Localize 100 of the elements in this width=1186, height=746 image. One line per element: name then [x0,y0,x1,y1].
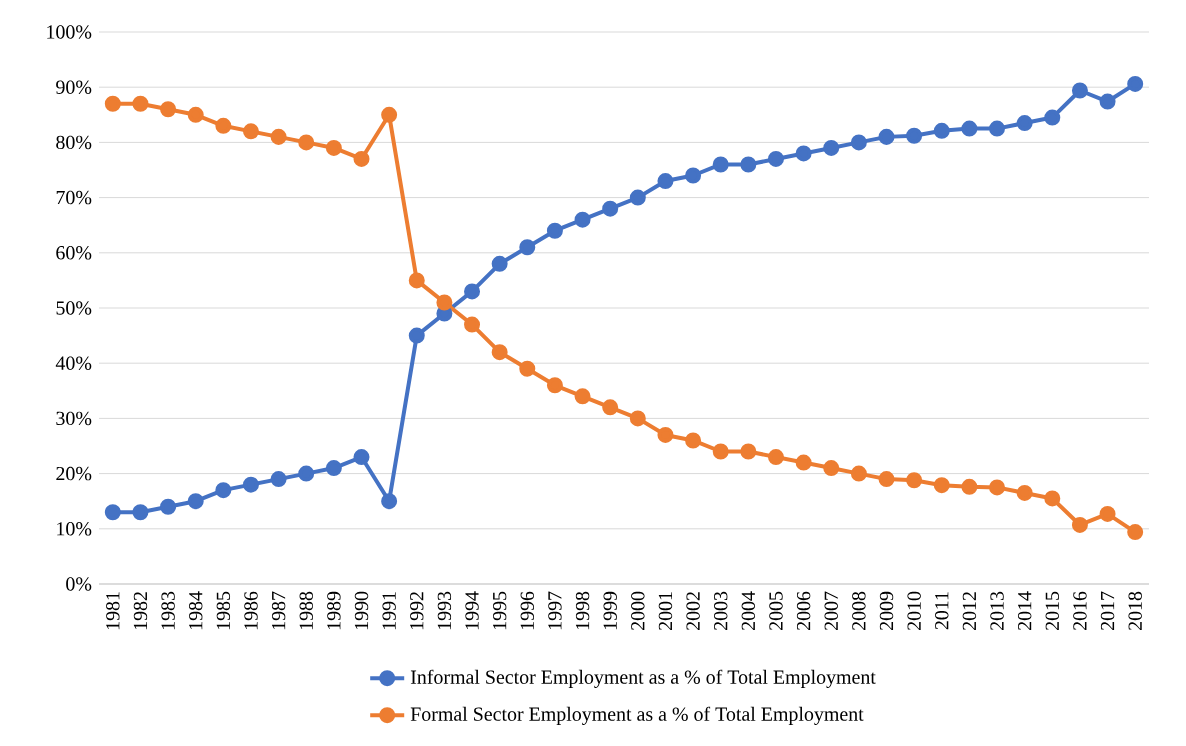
point [740,156,757,173]
point [878,471,895,488]
x-tick-label: 1994 [465,591,479,630]
point [187,106,204,123]
point [187,493,204,510]
point [160,498,177,515]
x-tick-label: 2009 [879,591,894,631]
point [298,465,315,482]
x-tick-label: 1991 [382,592,396,630]
point [242,476,259,493]
point [823,139,840,156]
x-tick-label: 1997 [548,591,562,630]
y-tick-label: 20% [56,466,92,481]
x-tick-label: 1981 [106,592,120,630]
x-tick-label: 2001 [658,592,673,631]
point [906,127,923,144]
point [795,454,812,471]
point [602,399,619,416]
point [519,239,536,256]
point [104,504,121,521]
x-tick-label: 2005 [769,591,783,631]
y-tick-label: 80% [56,135,92,150]
point [353,449,370,466]
x-tick-label: 2015 [1045,591,1060,631]
point [629,410,646,427]
point [408,272,425,289]
point [1016,115,1033,132]
point [408,327,425,344]
point [1099,93,1116,110]
point [850,465,867,482]
x-tick-label: 1996 [520,591,534,630]
point [215,117,232,134]
point [933,477,950,494]
point [657,426,674,443]
point [104,95,121,112]
x-tick-label: 2017 [1100,591,1115,631]
y-tick-label: 40% [55,356,92,370]
point [740,443,757,460]
point [353,150,370,167]
point [712,443,729,460]
x-tick-label: 1992 [410,592,424,630]
y-tick-label: 30% [56,411,92,426]
x-tick-label: 1987 [271,591,286,630]
point [1071,516,1088,533]
point [574,388,591,405]
point [325,460,342,477]
y-tick-label: 50% [56,301,92,315]
y-tick-label: 90% [56,80,92,94]
point [685,167,702,184]
point [464,283,481,300]
x-tick-label: 2007 [824,591,838,631]
x-tick-label: 1998 [575,591,590,630]
x-tick-label: 2011 [935,592,949,630]
x-tick-label: 2006 [796,591,811,631]
point [767,150,784,167]
x-tick-label: 1999 [603,591,617,630]
point [546,222,563,239]
x-tick-label: 1988 [299,591,313,630]
point [270,471,287,488]
point [933,122,950,139]
point [685,432,702,449]
x-tick-label: 1986 [244,591,258,630]
legend-label: Informal Sector Employment as a % of Total Employment [410,669,876,688]
point [132,504,149,521]
y-tick-label: 0% [66,577,92,591]
x-tick-label: 1990 [354,591,369,630]
x-tick-label: 1995 [492,591,507,630]
x-tick-label: 2008 [852,591,866,631]
x-tick-label: 2012 [962,592,977,631]
point [712,156,729,173]
x-tick-label: 2018 [1128,591,1142,631]
point [1044,109,1061,126]
point [906,472,923,489]
point [602,200,619,217]
point [961,120,978,137]
x-tick-label: 1989 [327,591,341,630]
x-tick-label: 2004 [741,591,756,631]
point [1099,505,1116,522]
point [823,460,840,477]
point [546,377,563,394]
point [242,123,259,140]
x-tick-label: 2000 [631,591,645,631]
point [1127,75,1144,92]
x-tick-label: 2010 [907,591,921,631]
point [381,493,398,510]
point [381,106,398,123]
point [132,95,149,112]
y-tick-label: 100% [47,25,92,39]
point [961,478,978,495]
point [629,189,646,206]
point [657,173,674,190]
point [519,360,536,377]
point [1016,484,1033,501]
x-tick-label: 2016 [1073,591,1087,631]
x-tick-label: 2014 [1017,591,1032,631]
x-tick-label: 1993 [437,591,452,630]
y-tick-label: 70% [56,190,92,205]
point [989,120,1006,137]
point [795,145,812,162]
x-tick-label: 1984 [188,591,203,630]
